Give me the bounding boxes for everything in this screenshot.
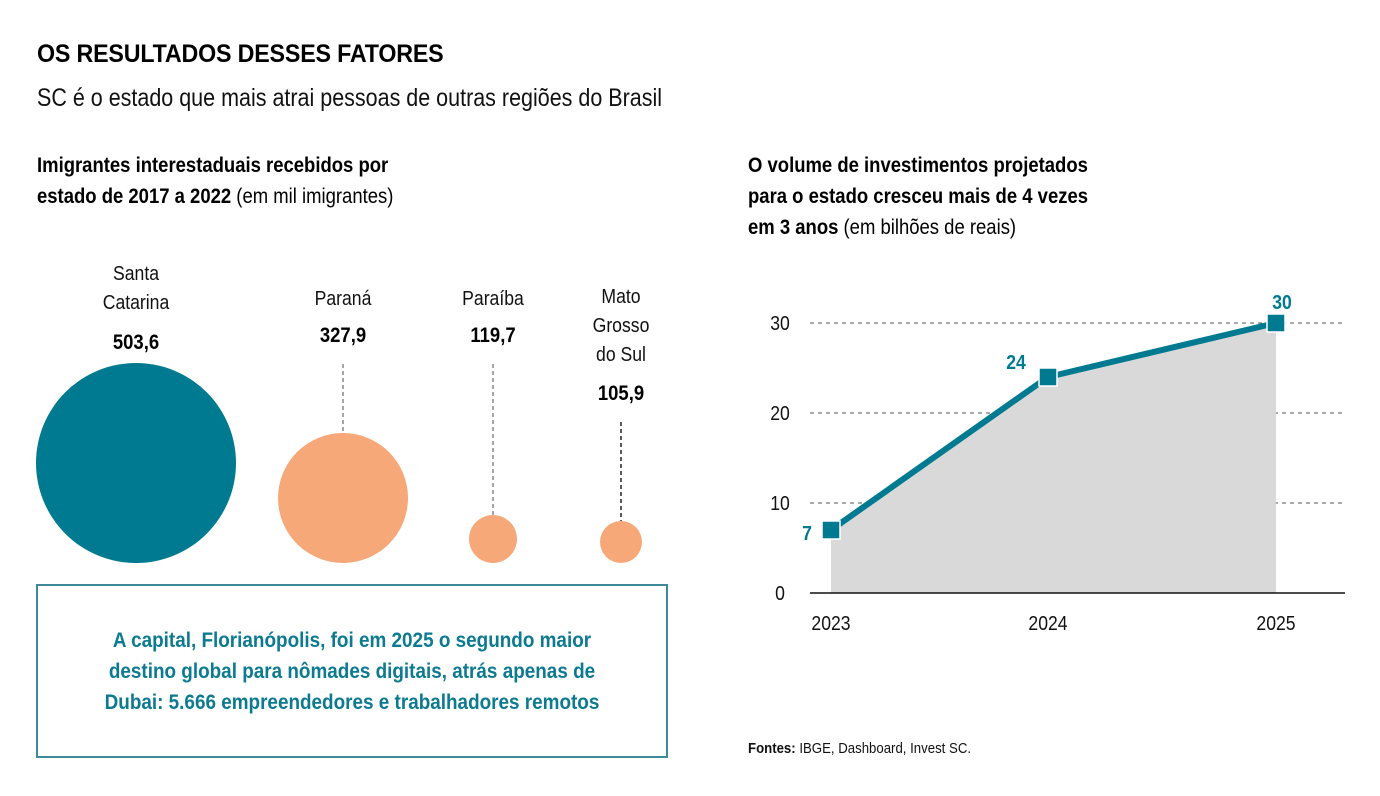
bubble-paraiba	[469, 515, 517, 563]
bubble-category-label-line: Mato	[601, 286, 641, 308]
sources-note: Fontes: IBGE, Dashboard, Invest SC.	[748, 740, 971, 757]
callout-box: A capital, Florianópolis, foi em 2025 o …	[36, 584, 668, 758]
bubble-mato-grosso-do-sul	[600, 521, 642, 563]
bubble-category-label-line: do Sul	[596, 344, 646, 366]
bubble-category-label-line: Santa	[113, 263, 159, 285]
line-chart-unit: (em bilhões de reais)	[838, 216, 1017, 239]
bubble-chart-title-line1: Imigrantes interestaduais recebidos por	[37, 154, 389, 177]
bubble-category-label-line: Catarina	[102, 292, 170, 314]
bubble-value-label: 327,9	[319, 324, 367, 347]
page-title: OS RESULTADOS DESSES FATORES	[37, 40, 444, 68]
y-tick-label: 10	[770, 492, 790, 514]
bubble-category-label: Paraíba	[462, 285, 524, 314]
callout-text: A capital, Florianópolis, foi em 2025 o …	[104, 628, 600, 714]
bubble-category-label: Mato Grosso do Sul	[593, 283, 650, 370]
bubble-chart-unit: (em mil imigrantes)	[231, 185, 394, 208]
data-point-marker	[1038, 367, 1058, 387]
bubble-parana	[278, 433, 408, 563]
bubble-category-label-line: Paraíba	[462, 288, 524, 310]
sources-label: Fontes:	[748, 740, 796, 757]
bubble-chart-svg	[36, 363, 642, 563]
line-chart-title-line2: para o estado cresceu mais de 4 vezes	[748, 185, 1089, 208]
line-chart-title-line1: O volume de investimentos projetados	[748, 154, 1088, 177]
bubble-category-label-line: Paraná	[314, 288, 372, 310]
bubble-value-label: 119,7	[470, 324, 516, 347]
investment-line-chart: 0 10 20 30 2023 2024 2025 7 24 30	[770, 291, 1345, 634]
bubble-chart-title: Imigrantes interestaduais recebidos por …	[37, 150, 393, 212]
y-tick-label: 30	[770, 312, 790, 334]
data-point-marker	[821, 520, 841, 540]
data-value-label: 7	[802, 522, 812, 544]
data-point-marker	[1266, 313, 1286, 333]
area-fill	[831, 323, 1276, 593]
bubble-chart-title-line2: estado de 2017 a 2022	[37, 185, 232, 208]
line-chart-title: O volume de investimentos projetados par…	[748, 150, 1088, 243]
bubble-category-label: Paraná	[315, 285, 372, 314]
bubble-value-label: 503,6	[112, 331, 160, 354]
y-tick-label: 20	[770, 402, 790, 424]
data-value-label: 30	[1272, 291, 1292, 313]
bubble-value-label: 105,9	[597, 382, 645, 405]
x-tick-label: 2024	[1028, 612, 1067, 634]
data-value-label: 24	[1006, 351, 1026, 373]
y-tick-label: 0	[775, 582, 785, 604]
page-subtitle: SC é o estado que mais atrai pessoas de …	[37, 84, 663, 112]
line-chart-title-line3: em 3 anos	[748, 216, 839, 239]
sources-text: IBGE, Dashboard, Invest SC.	[795, 740, 972, 757]
bubble-category-label: Santa Catarina	[103, 260, 170, 318]
bubble-santa-catarina	[36, 363, 236, 563]
bubble-chart: Santa Catarina 503,6 Paraná 327,9 Paraíba 119,…	[0, 0, 700, 580]
x-tick-label: 2023	[811, 612, 850, 634]
bubble-category-label-line: Grosso	[592, 315, 650, 337]
x-tick-label: 2025	[1256, 612, 1295, 634]
